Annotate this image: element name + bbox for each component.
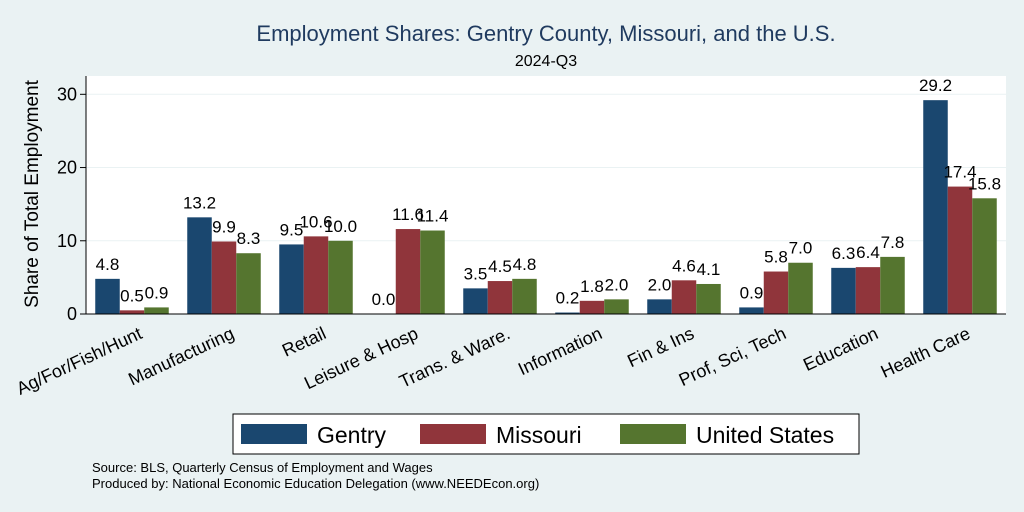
data-label: 2.0: [648, 275, 672, 294]
produced-by-note: Produced by: National Economic Education…: [92, 476, 539, 491]
data-label: 0.0: [372, 290, 396, 309]
data-label: 29.2: [919, 76, 952, 95]
data-label: 0.2: [556, 289, 580, 308]
legend-box: [232, 413, 860, 455]
data-label: 8.3: [237, 229, 261, 248]
data-label: 2.0: [605, 275, 629, 294]
data-label: 4.5: [488, 257, 512, 276]
data-label: 4.6: [672, 256, 696, 275]
legend-label: United States: [696, 422, 834, 448]
category-label: Retail: [279, 323, 329, 361]
data-label: 0.9: [145, 283, 169, 302]
legend-label: Gentry: [317, 422, 387, 448]
bar: [579, 300, 605, 314]
bar: [328, 240, 353, 314]
chart-subtitle: 2024-Q3: [515, 53, 577, 70]
bar: [487, 281, 513, 314]
bar: [463, 288, 488, 314]
legend-swatch: [620, 424, 686, 444]
bar: [972, 198, 997, 314]
bar: [512, 278, 537, 314]
y-ticks-group: 0 10 20 30: [57, 84, 86, 324]
data-label: 6.4: [856, 243, 880, 262]
category-label: Fin & Ins: [624, 323, 697, 371]
data-label: 15.8: [968, 174, 1001, 193]
data-label: 6.3: [832, 244, 856, 263]
data-label: 7.0: [789, 239, 813, 258]
bar: [95, 278, 120, 314]
data-label: 4.1: [697, 260, 721, 279]
legend-label: Missouri: [496, 422, 582, 448]
bar: [923, 100, 948, 314]
y-tick-label: 30: [57, 84, 77, 104]
legend-swatch: [420, 424, 486, 444]
category-label: Ag/For/Fish/Hunt: [13, 323, 145, 399]
y-tick-label: 0: [67, 304, 77, 324]
data-label: 10.6: [299, 212, 332, 231]
y-tick-label: 20: [57, 158, 77, 178]
gridlines: [86, 93, 1006, 242]
bar: [119, 310, 145, 314]
category-label: Manufacturing: [125, 323, 237, 389]
y-axis-label: Share of Total Employment: [22, 79, 43, 307]
data-label: 9.9: [212, 218, 236, 237]
data-label: 3.5: [464, 264, 488, 283]
bar: [303, 236, 329, 314]
bar: [604, 299, 629, 314]
data-label: 0.5: [120, 286, 144, 305]
category-label: Health Care: [878, 323, 974, 382]
category-label: Education: [800, 323, 881, 375]
legend-swatch: [241, 424, 307, 444]
bar: [420, 230, 445, 314]
data-label: 11.4: [417, 207, 449, 226]
bar: [880, 256, 905, 314]
bar: [187, 217, 212, 314]
bar: [647, 299, 672, 314]
bar: [211, 241, 237, 314]
bars-group: [95, 100, 997, 314]
data-label: 10.0: [324, 217, 357, 236]
chart-title: Employment Shares: Gentry County, Missou…: [256, 21, 835, 46]
data-label: 13.2: [183, 193, 216, 212]
data-label: 7.8: [881, 233, 905, 252]
legend: Gentry Missouri United States: [232, 413, 860, 455]
data-label: 4.8: [96, 255, 120, 274]
bar: [144, 307, 169, 314]
category-label: Information: [515, 323, 605, 379]
bar: [763, 271, 789, 314]
bar: [739, 307, 764, 314]
y-tick-label: 10: [57, 231, 77, 251]
bar: [671, 280, 697, 314]
bar: [279, 244, 304, 314]
bar: [788, 262, 813, 314]
bar: [831, 267, 856, 314]
data-label: 17.4: [943, 163, 976, 182]
bar: [395, 229, 421, 314]
bar: [555, 312, 580, 314]
bar: [696, 283, 721, 314]
legend-items: Gentry Missouri United States: [241, 422, 834, 448]
bar: [855, 267, 881, 314]
data-label: 0.9: [740, 283, 764, 302]
data-label: 9.5: [280, 220, 304, 239]
source-note: Source: BLS, Quarterly Census of Employm…: [92, 460, 433, 475]
data-labels-group: 4.80.5 0.913.29.98.3 9.510.610.00.011.611.…: [96, 76, 1001, 309]
data-label: 1.8: [580, 277, 604, 296]
data-label: 11.6: [392, 205, 424, 224]
data-label: 5.8: [764, 248, 788, 267]
bar: [236, 253, 261, 314]
data-label: 4.8: [513, 255, 537, 274]
bar: [947, 186, 973, 314]
